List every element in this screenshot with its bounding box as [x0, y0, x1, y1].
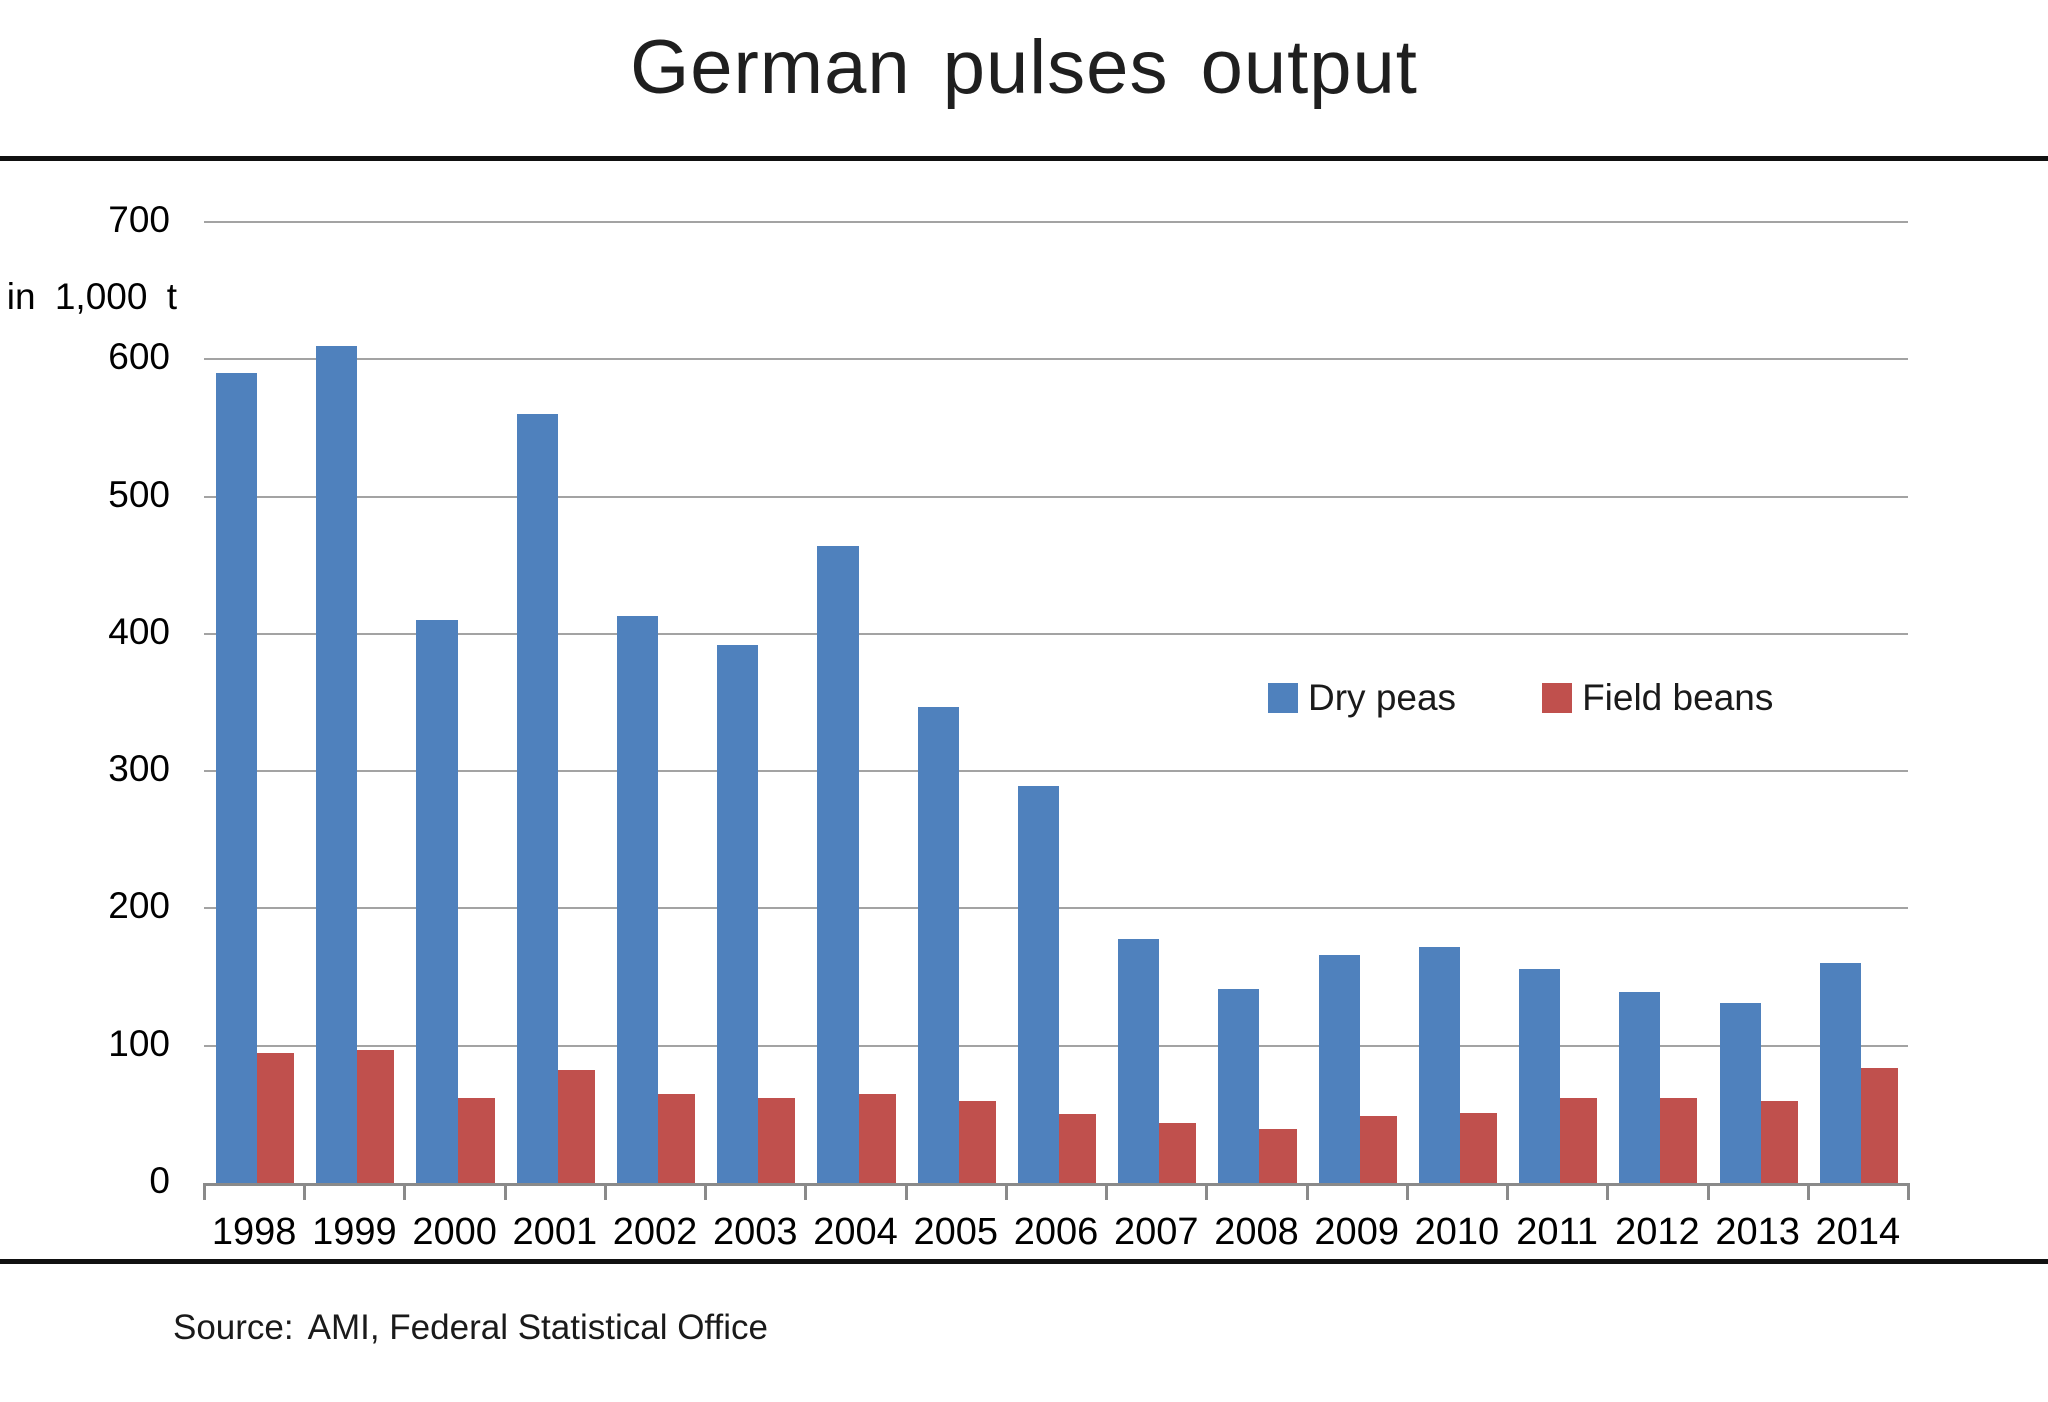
x-tick-label-1998: 1998: [211, 1211, 297, 1253]
bar-dry-peas-2002: [616, 616, 659, 1183]
x-tick-label-2009: 2009: [1314, 1211, 1399, 1253]
gridline-500: [204, 495, 1908, 498]
x-axis-tick: [1806, 1183, 1810, 1200]
gridline-700: [204, 221, 1908, 223]
x-axis-tick: [1706, 1183, 1710, 1200]
bar-dry-peas-2011: [1519, 968, 1561, 1183]
x-axis-tick: [1004, 1183, 1008, 1200]
chart-legend: Dry peas Field beans: [1268, 672, 1773, 724]
bar-dry-peas-2007: [1118, 938, 1160, 1183]
bar-field-beans-2005: [958, 1100, 996, 1183]
y-tick-label-600: 600: [108, 336, 170, 378]
x-axis-tick: [904, 1183, 908, 1200]
x-tick-label-2010: 2010: [1414, 1211, 1500, 1253]
bar-dry-peas-2003: [717, 644, 759, 1183]
x-tick-label-2012: 2012: [1615, 1211, 1700, 1253]
bar-dry-peas-2004: [817, 545, 859, 1183]
x-axis-tick: [1305, 1183, 1309, 1200]
bar-field-beans-2001: [557, 1070, 595, 1183]
bar-field-beans-2012: [1660, 1097, 1698, 1183]
bar-dry-peas-2008: [1218, 989, 1260, 1183]
bar-dry-peas-2000: [416, 620, 458, 1183]
gridline-400: [204, 632, 1908, 635]
y-tick-label-400: 400: [108, 610, 170, 652]
x-tick-label-2004: 2004: [813, 1211, 898, 1253]
x-axis-tick: [203, 1183, 206, 1200]
bar-field-beans-2010: [1459, 1112, 1498, 1183]
bar-field-beans-2007: [1159, 1122, 1197, 1183]
bar-dry-peas-2005: [917, 706, 959, 1183]
x-axis-tick: [603, 1183, 607, 1200]
legend-swatch-icon: [1542, 683, 1573, 713]
x-axis-tick: [1105, 1183, 1109, 1200]
bar-field-beans-2006: [1059, 1114, 1097, 1183]
y-tick-label-200: 200: [108, 885, 170, 927]
source-line: Source: AMI, Federal Statistical Office: [173, 1308, 768, 1348]
bar-dry-peas-2014: [1819, 963, 1861, 1183]
x-tick-label-2011: 2011: [1516, 1211, 1599, 1253]
x-tick-label-2001: 2001: [512, 1211, 598, 1253]
gridline-600: [204, 358, 1908, 361]
bar-dry-peas-2006: [1017, 786, 1059, 1183]
x-axis-line: [204, 1183, 1908, 1186]
source-label: Source:: [173, 1308, 294, 1347]
bar-dry-peas-2012: [1619, 992, 1661, 1183]
bar-dry-peas-1998: [216, 373, 258, 1183]
x-axis-tick: [403, 1183, 407, 1200]
x-tick-label-2003: 2003: [713, 1211, 798, 1253]
source-text: AMI, Federal Statistical Office: [307, 1308, 768, 1347]
bar-field-beans-1998: [257, 1052, 295, 1183]
bar-field-beans-2008: [1259, 1129, 1297, 1183]
bottom-divider-line: [0, 1259, 2048, 1264]
bar-dry-peas-1999: [316, 345, 358, 1183]
x-tick-label-2002: 2002: [612, 1211, 698, 1253]
x-axis-tick: [1606, 1183, 1610, 1200]
bar-dry-peas-2001: [516, 414, 558, 1183]
x-tick-label-2005: 2005: [913, 1211, 999, 1253]
legend-label: Dry peas: [1308, 677, 1457, 718]
bar-field-beans-2000: [457, 1097, 495, 1183]
x-axis-tick: [804, 1183, 808, 1200]
bar-dry-peas-2009: [1318, 955, 1360, 1183]
x-tick-label-2006: 2006: [1013, 1211, 1099, 1253]
bar-field-beans-1999: [357, 1049, 395, 1183]
bar-field-beans-2004: [858, 1093, 896, 1183]
x-tick-label-1999: 1999: [312, 1211, 397, 1253]
x-axis-tick: [704, 1183, 708, 1200]
x-axis-tick: [1205, 1183, 1209, 1200]
x-axis-tick: [303, 1183, 307, 1200]
y-tick-label-700: 700: [108, 199, 170, 240]
x-tick-label-2008: 2008: [1214, 1211, 1299, 1253]
x-tick-label-2007: 2007: [1113, 1211, 1199, 1253]
legend-label: Field beans: [1582, 677, 1774, 718]
y-tick-label-0: 0: [149, 1160, 170, 1201]
legend-item-field-beans: Field beans: [1542, 677, 1773, 719]
legend-item-dry-peas: Dry peas: [1268, 677, 1456, 719]
bar-field-beans-2009: [1359, 1115, 1397, 1183]
x-tick-label-2000: 2000: [412, 1211, 497, 1253]
y-tick-label-500: 500: [108, 473, 170, 515]
x-axis-tick: [1405, 1183, 1409, 1200]
x-axis-tick: [1907, 1183, 1910, 1200]
x-tick-label-2014: 2014: [1815, 1211, 1901, 1253]
bar-field-beans-2002: [658, 1093, 696, 1183]
gridline-300: [204, 770, 1908, 773]
x-axis-tick: [503, 1183, 507, 1200]
y-tick-label-300: 300: [108, 748, 170, 790]
top-divider-line: [0, 156, 2048, 161]
y-tick-label-100: 100: [108, 1022, 170, 1064]
bar-field-beans-2011: [1560, 1097, 1598, 1183]
bar-dry-peas-2010: [1418, 946, 1460, 1183]
legend-swatch-icon: [1268, 683, 1298, 713]
x-axis-tick: [1506, 1183, 1510, 1200]
chart-title: German pulses output: [630, 25, 1418, 110]
bar-field-beans-2013: [1760, 1100, 1798, 1183]
bar-dry-peas-2013: [1719, 1003, 1761, 1183]
y-axis-unit-label: in 1,000 t: [6, 275, 177, 317]
bar-field-beans-2014: [1860, 1067, 1898, 1183]
bar-field-beans-2003: [758, 1097, 796, 1183]
x-tick-label-2013: 2013: [1715, 1211, 1800, 1253]
